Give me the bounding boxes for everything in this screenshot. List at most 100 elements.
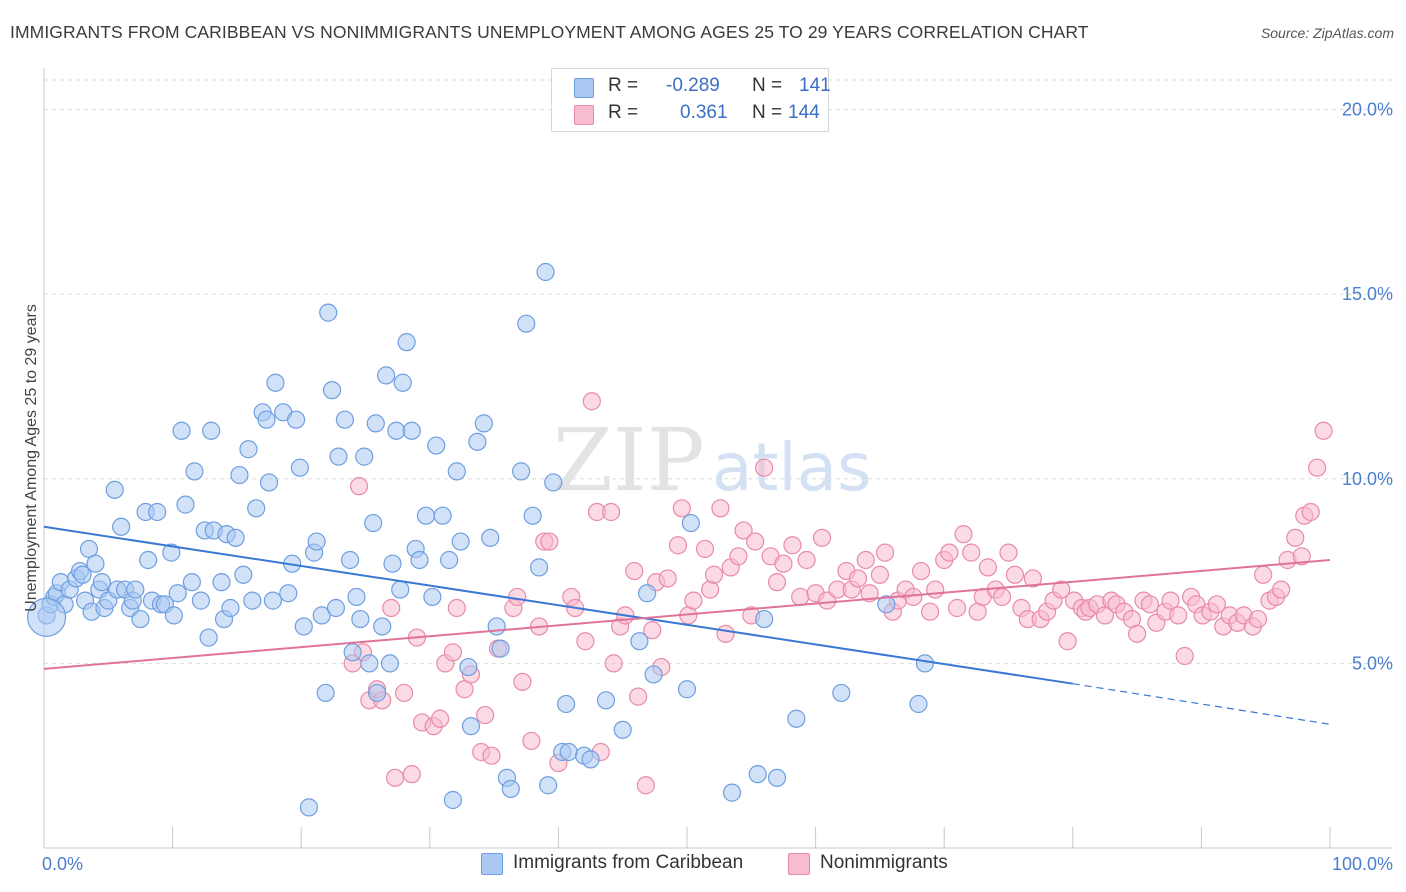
point-nonimmigrants — [911, 561, 931, 581]
point-caribbean — [26, 597, 67, 637]
point-caribbean — [139, 550, 158, 570]
point-caribbean — [909, 694, 928, 714]
point-caribbean — [172, 421, 191, 440]
point-caribbean — [299, 798, 319, 817]
point-nonimmigrants — [1161, 591, 1180, 610]
point-caribbean — [423, 587, 442, 607]
y-tick-label: 10.0% — [1342, 469, 1393, 489]
point-caribbean — [343, 643, 362, 662]
legend-n-label: N = — [752, 102, 783, 123]
y-tick-label: 20.0% — [1342, 100, 1393, 120]
point-nonimmigrants — [860, 584, 879, 603]
point-nonimmigrants — [684, 591, 703, 610]
point-caribbean — [316, 683, 335, 703]
point-caribbean — [247, 499, 266, 518]
point-nonimmigrants — [394, 683, 414, 703]
point-nonimmigrants — [658, 569, 677, 588]
point-caribbean — [459, 657, 478, 677]
point-nonimmigrants — [576, 632, 595, 651]
legend-label-nonimmigrants: Nonimmigrants — [820, 852, 948, 873]
point-caribbean — [73, 565, 92, 584]
watermark: ZIP atlas — [553, 411, 872, 511]
point-nonimmigrants — [385, 768, 405, 787]
point-caribbean — [523, 506, 542, 525]
point-caribbean — [239, 440, 258, 459]
point-caribbean — [557, 694, 576, 714]
point-caribbean — [397, 333, 416, 352]
point-nonimmigrants — [711, 499, 730, 518]
point-caribbean — [536, 262, 555, 282]
point-nonimmigrants — [447, 598, 466, 618]
point-caribbean — [512, 462, 531, 481]
point-nonimmigrants — [1140, 595, 1160, 614]
point-caribbean — [474, 414, 493, 433]
point-caribbean — [517, 314, 536, 333]
axes — [43, 68, 1392, 849]
point-caribbean — [131, 609, 150, 629]
point-caribbean — [787, 709, 806, 728]
point-caribbean — [202, 421, 221, 440]
point-nonimmigrants — [1005, 565, 1025, 584]
legend-swatch-pink — [788, 853, 810, 875]
point-nonimmigrants — [734, 521, 753, 540]
point-caribbean — [266, 373, 285, 392]
y-tick-label: 15.0% — [1342, 284, 1393, 304]
legend-r-value: 0.361 — [680, 102, 728, 123]
point-caribbean — [410, 550, 429, 570]
legend-n-label: N = — [752, 75, 783, 96]
point-caribbean — [355, 447, 374, 466]
point-nonimmigrants — [797, 550, 816, 570]
point-nonimmigrants — [1175, 646, 1194, 666]
point-nonimmigrants — [1308, 458, 1327, 477]
point-caribbean — [468, 432, 487, 451]
point-caribbean — [433, 506, 452, 525]
point-caribbean — [915, 654, 935, 673]
point-caribbean — [329, 447, 348, 466]
point-caribbean — [243, 591, 262, 610]
point-nonimmigrants — [962, 543, 981, 562]
point-caribbean — [340, 550, 360, 570]
point-caribbean — [307, 532, 326, 551]
point-nonimmigrants — [672, 499, 691, 518]
point-caribbean — [126, 580, 145, 599]
point-nonimmigrants — [475, 705, 495, 725]
legend-swatch-pink — [574, 105, 594, 125]
point-nonimmigrants — [767, 573, 787, 592]
point-caribbean — [501, 779, 520, 799]
point-caribbean — [257, 410, 276, 429]
legend-n-value: 141 — [799, 75, 831, 96]
stats-legend: R = -0.289 N = 141 R = 0.361 N = 144 — [551, 68, 831, 132]
point-caribbean — [443, 790, 463, 810]
point-nonimmigrants — [1248, 609, 1268, 629]
point-caribbean — [373, 617, 392, 636]
point-caribbean — [559, 742, 578, 762]
point-caribbean — [168, 584, 187, 603]
trendline-caribbean — [43, 525, 1073, 685]
point-nonimmigrants — [1052, 580, 1071, 599]
point-nonimmigrants — [1127, 624, 1147, 643]
point-nonimmigrants — [729, 547, 748, 566]
point-nonimmigrants — [856, 550, 875, 570]
point-nonimmigrants — [604, 654, 623, 673]
x-tick-label: 0.0% — [42, 854, 83, 874]
point-nonimmigrants — [947, 598, 967, 618]
point-nonimmigrants — [870, 565, 890, 584]
point-caribbean — [351, 609, 370, 629]
point-nonimmigrants — [482, 746, 501, 765]
point-caribbean — [481, 528, 500, 547]
point-caribbean — [451, 532, 470, 551]
series-caribbean-points — [26, 262, 935, 817]
point-caribbean — [162, 543, 181, 562]
point-nonimmigrants — [402, 765, 421, 784]
point-caribbean — [832, 683, 851, 703]
point-nonimmigrants — [904, 587, 923, 607]
legend-r-label: R = — [608, 75, 639, 96]
point-nonimmigrants — [716, 624, 735, 643]
point-caribbean — [681, 513, 700, 533]
point-caribbean — [286, 410, 306, 429]
point-caribbean — [326, 598, 346, 618]
watermark-zip: ZIP — [553, 411, 705, 511]
point-nonimmigrants — [382, 598, 401, 618]
point-nonimmigrants — [755, 458, 774, 477]
